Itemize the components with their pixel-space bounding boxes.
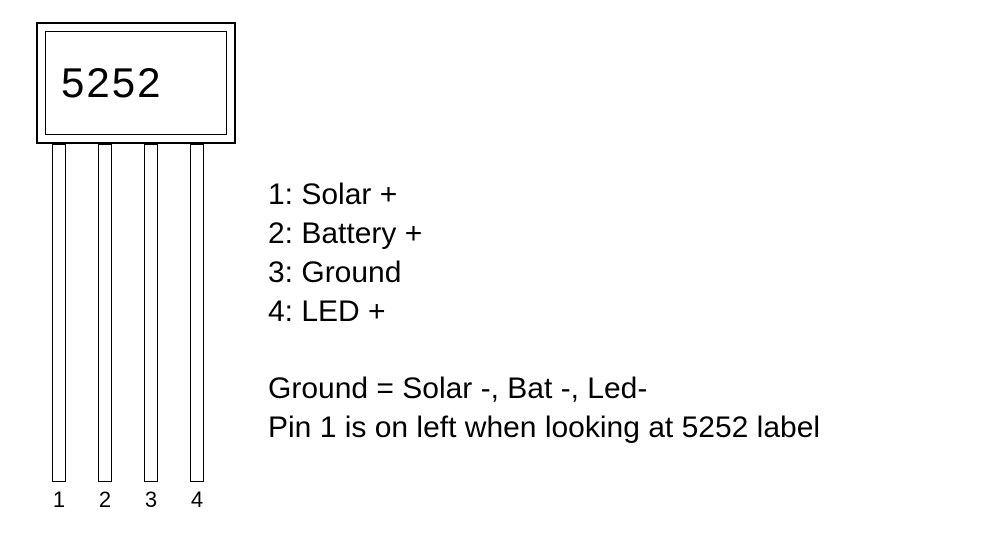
pin-3-number: 3 — [145, 487, 157, 513]
pin-4-description: 4: LED + — [268, 292, 820, 331]
notes-section: Ground = Solar -, Bat -, Led- Pin 1 is o… — [268, 369, 820, 447]
ground-note: Ground = Solar -, Bat -, Led- — [268, 369, 820, 408]
pin-1: 1 — [52, 144, 66, 482]
ic-body-outer: 5252 — [36, 22, 236, 144]
description-block: 1: Solar + 2: Battery + 3: Ground 4: LED… — [268, 175, 820, 447]
ic-label: 5252 — [61, 59, 162, 107]
ic-component: 5252 1 2 3 4 — [36, 22, 236, 144]
pin-2-number: 2 — [99, 487, 111, 513]
pin-4-number: 4 — [191, 487, 203, 513]
pin-4: 4 — [190, 144, 204, 482]
pin-1-number: 1 — [53, 487, 65, 513]
pin-1-description: 1: Solar + — [268, 175, 820, 214]
pin1-orientation-note: Pin 1 is on left when looking at 5252 la… — [268, 408, 820, 447]
pin-2: 2 — [98, 144, 112, 482]
pin-3-description: 3: Ground — [268, 253, 820, 292]
pins-container: 1 2 3 4 — [52, 144, 204, 482]
pin-3: 3 — [144, 144, 158, 482]
ic-body-inner: 5252 — [45, 31, 227, 135]
pin-2-description: 2: Battery + — [268, 214, 820, 253]
